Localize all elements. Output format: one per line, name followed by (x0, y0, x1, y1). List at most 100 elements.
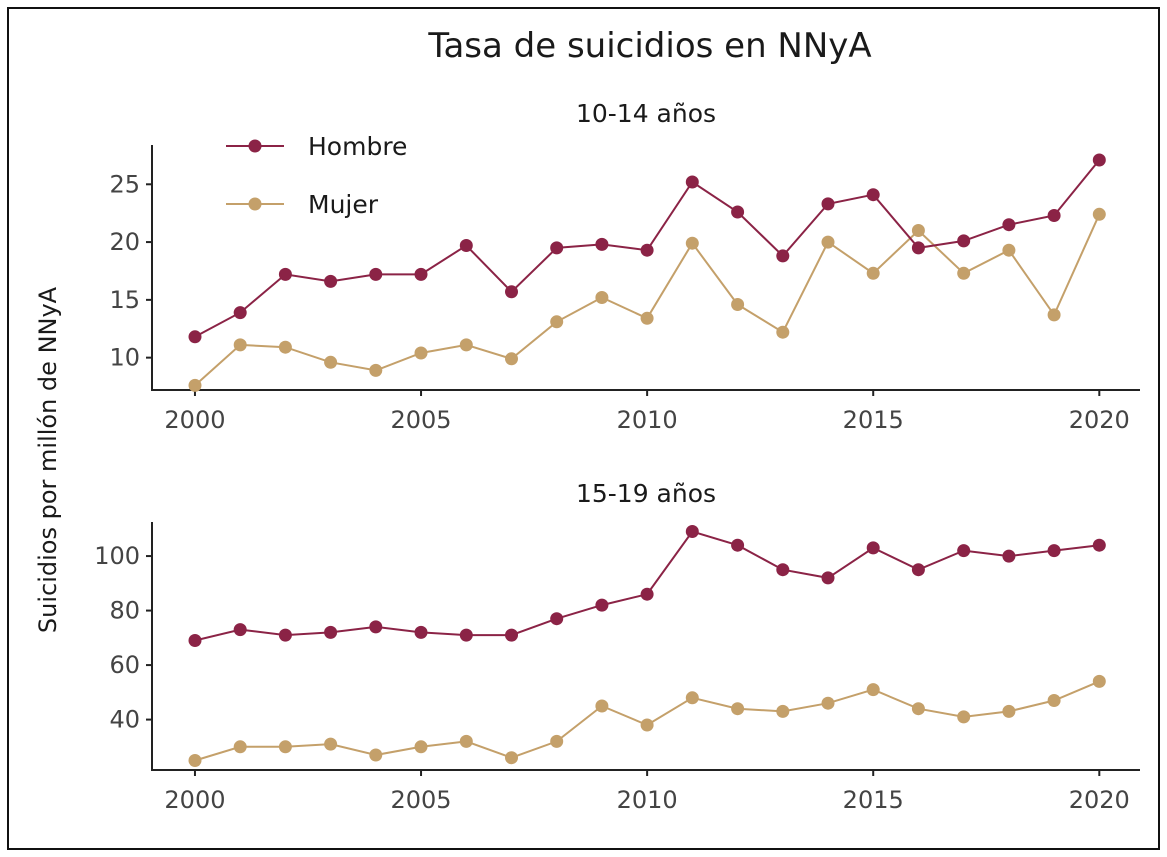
point-10-14-anos-mujer-2004 (369, 363, 383, 377)
point-15-19-anos-hombre-2004 (369, 620, 383, 634)
point-10-14-anos-hombre-2000 (188, 330, 202, 344)
point-10-14-anos-hombre-2016 (911, 241, 925, 255)
y-tick-label-10-14-anos-15: 15 (109, 286, 140, 314)
point-10-14-anos-hombre-2013 (776, 249, 790, 263)
panel-title-10-14-anos: 10-14 años (576, 99, 716, 128)
point-15-19-anos-mujer-2002 (278, 740, 292, 754)
point-10-14-anos-hombre-2004 (369, 267, 383, 281)
point-10-14-anos-mujer-2001 (233, 338, 247, 352)
point-10-14-anos-mujer-2010 (640, 311, 654, 325)
point-10-14-anos-mujer-2000 (188, 378, 202, 392)
point-15-19-anos-mujer-2000 (188, 754, 202, 767)
point-10-14-anos-hombre-2017 (957, 234, 971, 248)
panel-title-15-19-anos: 15-19 años (576, 479, 716, 508)
point-10-14-anos-hombre-2009 (595, 237, 609, 251)
point-15-19-anos-mujer-2016 (911, 702, 925, 716)
y-tick-label-10-14-anos-20: 20 (109, 228, 140, 256)
point-10-14-anos-mujer-2020 (1092, 207, 1106, 221)
point-10-14-anos-mujer-2015 (866, 266, 880, 280)
point-10-14-anos-hombre-2008 (550, 241, 564, 255)
point-15-19-anos-mujer-2010 (640, 718, 654, 732)
point-15-19-anos-mujer-2014 (821, 696, 835, 710)
point-10-14-anos-hombre-2015 (866, 188, 880, 202)
point-15-19-anos-mujer-2001 (233, 740, 247, 754)
point-10-14-anos-mujer-2007 (505, 352, 518, 366)
point-10-14-anos-hombre-2007 (505, 285, 518, 299)
y-tick-label-15-19-anos-80: 80 (109, 597, 140, 625)
legend-marker-hombre (248, 139, 262, 153)
chart-title: Tasa de suicidios en NNyA (427, 26, 871, 66)
point-10-14-anos-hombre-2001 (233, 306, 247, 320)
point-15-19-anos-hombre-2014 (821, 571, 835, 585)
point-10-14-anos-hombre-2018 (1002, 218, 1016, 232)
point-15-19-anos-mujer-2007 (505, 751, 518, 765)
point-10-14-anos-hombre-2011 (685, 175, 699, 189)
point-15-19-anos-mujer-2009 (595, 699, 609, 713)
point-10-14-anos-mujer-2009 (595, 291, 609, 304)
x-tick-label-10-14-anos-2010: 2010 (617, 406, 678, 434)
point-10-14-anos-mujer-2002 (278, 340, 292, 354)
point-15-19-anos-hombre-2002 (278, 628, 292, 642)
point-15-19-anos-mujer-2020 (1092, 674, 1106, 688)
legend-label-hombre: Hombre (308, 132, 407, 161)
point-15-19-anos-hombre-2001 (233, 623, 247, 637)
point-15-19-anos-mujer-2003 (324, 737, 338, 751)
point-15-19-anos-hombre-2020 (1092, 538, 1106, 552)
point-15-19-anos-hombre-2015 (866, 541, 880, 555)
point-10-14-anos-hombre-2020 (1092, 153, 1106, 167)
point-15-19-anos-hombre-2009 (595, 598, 609, 612)
point-10-14-anos-hombre-2005 (414, 267, 428, 281)
point-15-19-anos-mujer-2013 (776, 704, 790, 718)
panel-15-19: 15-19 años 40 60 80 100 2000 2005 2010 2015 2020 (94, 479, 1140, 814)
point-15-19-anos-hombre-2018 (1002, 549, 1016, 563)
point-15-19-anos-hombre-2006 (459, 628, 473, 642)
point-10-14-anos-mujer-2014 (821, 235, 835, 249)
point-15-19-anos-hombre-2003 (324, 625, 338, 639)
x-tick-label-10-14-anos-2000: 2000 (164, 406, 225, 434)
point-15-19-anos-mujer-2006 (459, 734, 473, 748)
point-10-14-anos-mujer-2017 (957, 266, 971, 280)
point-10-14-anos-mujer-2016 (911, 224, 925, 237)
x-tick-label-15-19-anos-2010: 2010 (617, 786, 678, 814)
x-tick-label-15-19-anos-2005: 2005 (391, 786, 452, 814)
point-10-14-anos-mujer-2011 (685, 236, 699, 250)
point-10-14-anos-hombre-2012 (731, 205, 745, 219)
point-15-19-anos-mujer-2018 (1002, 704, 1016, 718)
point-10-14-anos-hombre-2003 (324, 274, 338, 288)
legend-label-mujer: Mujer (308, 190, 379, 219)
point-10-14-anos-mujer-2018 (1002, 243, 1016, 257)
point-15-19-anos-mujer-2012 (731, 702, 745, 716)
y-tick-label-15-19-anos-40: 40 (109, 706, 140, 734)
point-10-14-anos-mujer-2005 (414, 346, 428, 360)
x-tick-label-15-19-anos-2020: 2020 (1069, 786, 1130, 814)
point-15-19-anos-hombre-2013 (776, 563, 790, 577)
point-10-14-anos-mujer-2006 (459, 338, 473, 352)
y-axis-label: Suicidios por millón de NNyA (34, 286, 62, 633)
point-10-14-anos-mujer-2008 (550, 315, 564, 329)
point-10-14-anos-hombre-2014 (821, 197, 835, 211)
point-15-19-anos-mujer-2015 (866, 683, 880, 697)
point-15-19-anos-hombre-2016 (911, 563, 925, 577)
legend: Hombre Mujer (226, 132, 407, 219)
point-15-19-anos-mujer-2004 (369, 748, 383, 762)
legend-marker-mujer (248, 197, 262, 211)
point-15-19-anos-mujer-2005 (414, 740, 428, 754)
point-15-19-anos-hombre-2019 (1047, 544, 1061, 558)
point-10-14-anos-hombre-2010 (640, 243, 654, 257)
point-15-19-anos-mujer-2019 (1047, 694, 1061, 707)
point-10-14-anos-hombre-2006 (459, 239, 473, 252)
y-tick-label-10-14-anos-25: 25 (109, 170, 140, 198)
point-15-19-anos-hombre-2011 (685, 525, 699, 538)
point-15-19-anos-hombre-2008 (550, 612, 564, 626)
x-tick-label-10-14-anos-2020: 2020 (1069, 406, 1130, 434)
point-10-14-anos-hombre-2019 (1047, 209, 1061, 222)
figure-frame (7, 7, 1160, 850)
point-10-14-anos-mujer-2003 (324, 355, 338, 369)
point-15-19-anos-mujer-2011 (685, 691, 699, 705)
point-10-14-anos-hombre-2002 (278, 267, 292, 281)
point-15-19-anos-mujer-2017 (957, 710, 971, 724)
y-tick-label-15-19-anos-60: 60 (109, 651, 140, 679)
x-tick-label-15-19-anos-2000: 2000 (164, 786, 225, 814)
point-10-14-anos-mujer-2013 (776, 325, 790, 339)
